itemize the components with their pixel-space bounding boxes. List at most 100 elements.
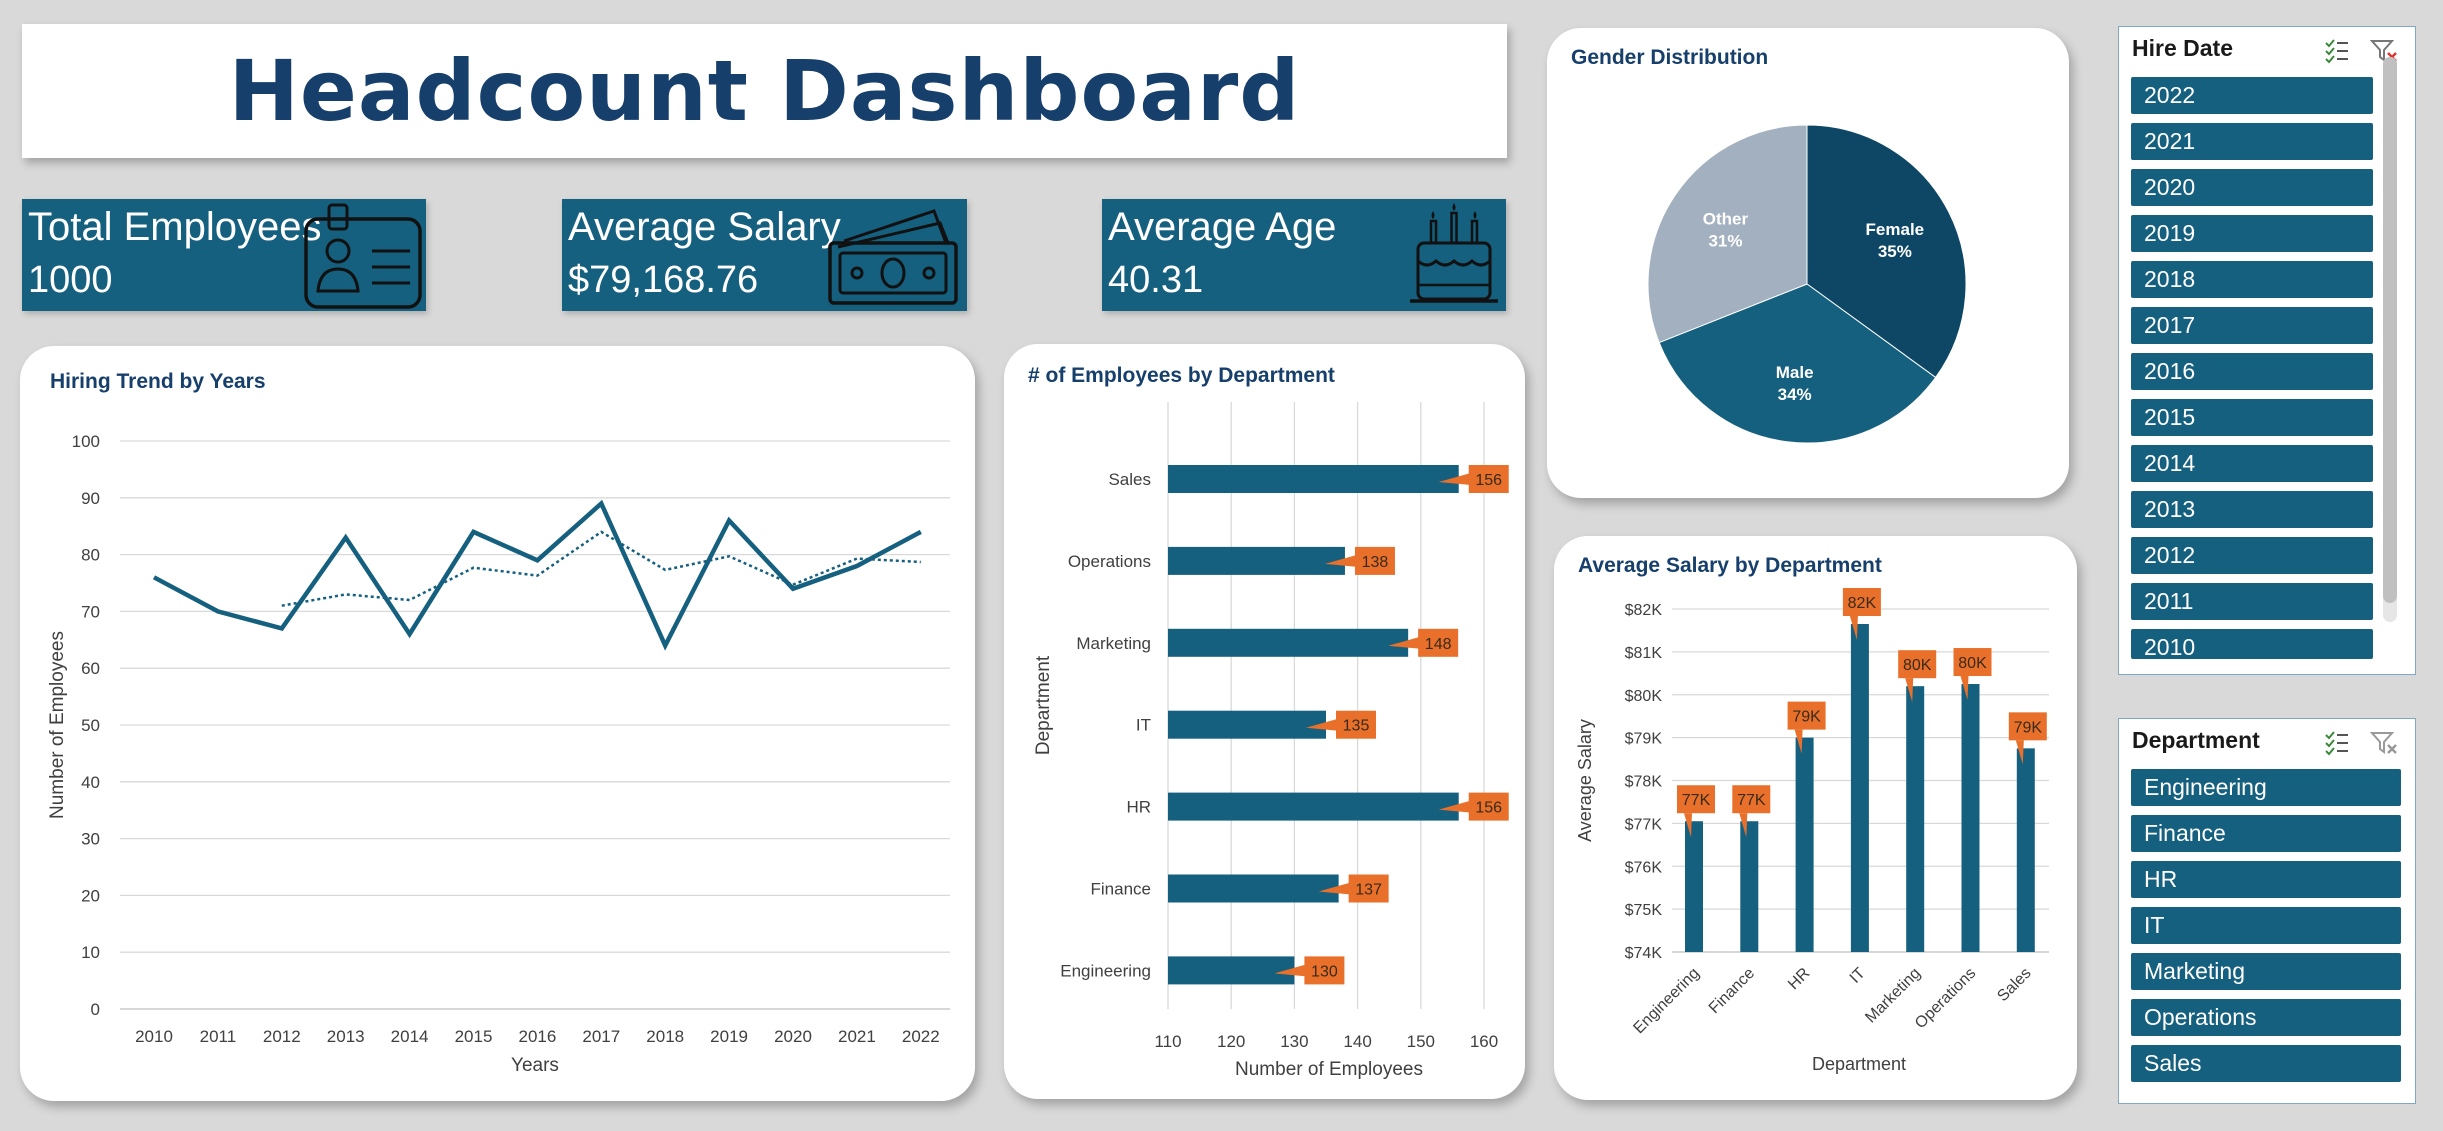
x-tick-label: 2021 <box>838 1027 876 1046</box>
x-tick-label: 2017 <box>582 1027 620 1046</box>
data-label-box <box>1468 792 1509 821</box>
hiring-trend-chart: 0 10 20 30 40 50 60 70 80 90 100 2010 2011 2012 2013 20… <box>47 432 950 1076</box>
y-tick-label: $80K <box>1625 688 1663 705</box>
x-tick-label: HR <box>1785 965 1813 993</box>
y-tick-label: 10 <box>81 943 100 962</box>
y-tick-label: Finance <box>1091 880 1151 899</box>
pie-slice <box>1647 124 1808 344</box>
chart-title: Gender Distribution <box>1571 46 1769 69</box>
y-axis-label: Department <box>1033 655 1054 755</box>
bar <box>1795 737 1814 952</box>
employees-by-department-chart: 110 120 130 140 150 160 Number of Employees Dep… <box>1033 402 1509 1080</box>
data-label-box <box>1468 465 1509 493</box>
y-axis-label: Number of Employees <box>47 631 68 819</box>
y-tick-label: 70 <box>81 602 100 621</box>
y-tick-label: Operations <box>1068 552 1151 571</box>
y-tick-label: 100 <box>72 432 100 451</box>
y-tick-label: $78K <box>1625 774 1663 791</box>
slicer-item[interactable]: Marketing <box>2131 953 2401 990</box>
bar <box>1906 686 1925 952</box>
slicer-item[interactable]: 2018 <box>2131 261 2373 298</box>
x-tick-label: 110 <box>1154 1032 1181 1051</box>
slicer-item[interactable]: 2015 <box>2131 399 2373 436</box>
data-label-box <box>1787 701 1826 730</box>
slicer-header: Hire Date <box>2132 35 2233 61</box>
y-tick-label: Marketing <box>1076 634 1151 653</box>
slicer-item[interactable]: 2013 <box>2131 491 2373 528</box>
slicer-item[interactable]: 2019 <box>2131 215 2373 252</box>
y-tick-label: IT <box>1136 716 1151 735</box>
kpi-average-salary: Average Salary $79,168.76 <box>562 199 967 311</box>
x-tick-label: 2022 <box>902 1027 940 1046</box>
y-tick-label: 60 <box>81 659 100 678</box>
y-tick-label: 20 <box>81 886 100 905</box>
x-tick-label: 2020 <box>774 1027 812 1046</box>
slicer-item[interactable]: IT <box>2131 907 2401 944</box>
series-line <box>152 499 922 651</box>
data-label: 148 <box>1425 636 1452 653</box>
employees-by-department-card: # of Employees by Department 110 120 130 14… <box>1004 344 1525 1099</box>
pie-label-name: Other <box>1703 210 1749 229</box>
y-tick-label: 0 <box>91 1000 100 1019</box>
x-tick-label: 2015 <box>455 1027 493 1046</box>
slicer-item[interactable]: 2014 <box>2131 445 2373 482</box>
multi-select-icon[interactable] <box>2325 731 2348 756</box>
kpi-average-age: Average Age 40.31 <box>1102 199 1506 311</box>
data-label: 130 <box>1311 963 1338 980</box>
slicer-item[interactable]: HR <box>2131 861 2401 898</box>
data-label-box <box>1677 785 1715 814</box>
data-label: 82K <box>1848 595 1877 612</box>
slicer-item[interactable]: 2021 <box>2131 123 2373 160</box>
bar <box>1168 710 1326 739</box>
data-label-box <box>1953 648 1992 677</box>
data-label: 156 <box>1475 800 1502 817</box>
slicer-header: Department <box>2132 727 2260 753</box>
data-label-box <box>1354 546 1395 575</box>
x-tick-label: 140 <box>1343 1032 1371 1051</box>
slicer-item[interactable]: Finance <box>2131 815 2401 852</box>
data-label: 79K <box>2014 719 2043 736</box>
x-axis-label: Number of Employees <box>1235 1059 1423 1080</box>
pie-label-percent: 34% <box>1778 385 1812 404</box>
x-tick-label: 130 <box>1280 1032 1308 1051</box>
bar <box>1168 465 1459 493</box>
slicer-item[interactable]: Operations <box>2131 999 2401 1036</box>
bar <box>1168 546 1345 575</box>
scrollbar-thumb[interactable] <box>2383 57 2397 603</box>
kpi-label: Total Employees <box>28 205 322 249</box>
slicer-item[interactable]: 2020 <box>2131 169 2373 206</box>
y-tick-label: Engineering <box>1060 961 1151 980</box>
slicer-item[interactable]: 2011 <box>2131 583 2373 620</box>
slicer-item[interactable]: 2012 <box>2131 537 2373 574</box>
slicer-item[interactable]: 2010 <box>2131 629 2373 659</box>
salary-by-department-card: Average Salary by Department $74K $75K $76… <box>1554 536 2077 1100</box>
y-tick-label: 80 <box>81 546 100 565</box>
data-label: 79K <box>1792 709 1821 726</box>
slicer-item[interactable]: 2016 <box>2131 353 2373 390</box>
data-label-pointer <box>1960 676 1969 701</box>
data-label-box <box>1732 785 1771 814</box>
data-label-pointer <box>1849 616 1858 641</box>
y-tick-label: $82K <box>1625 602 1663 619</box>
y-axis-label: Average Salary <box>1575 719 1595 842</box>
data-label-box <box>1898 650 1937 679</box>
hire-date-slicer: Hire Date 2022 2021 2020 2019 2018 2017 2016 20… <box>2118 26 2416 675</box>
data-label: 156 <box>1475 472 1502 489</box>
chart-title: Hiring Trend by Years <box>50 370 266 393</box>
pie-slice <box>1658 283 1937 444</box>
x-tick-label: 150 <box>1407 1032 1435 1051</box>
pie-label-percent: 35% <box>1878 242 1912 261</box>
bar <box>1168 874 1339 903</box>
scrollbar[interactable] <box>2383 57 2397 622</box>
slicer-item[interactable]: 2017 <box>2131 307 2373 344</box>
kpi-value: $79,168.76 <box>568 259 759 301</box>
slicer-item[interactable]: 2022 <box>2131 77 2373 114</box>
x-tick-label: 2013 <box>327 1027 365 1046</box>
slicer-item[interactable]: Sales <box>2131 1045 2401 1082</box>
data-label-pointer <box>1684 813 1692 838</box>
x-tick-label: 2011 <box>200 1027 237 1046</box>
clear-filter-icon[interactable] <box>2369 732 2397 754</box>
slicer-item[interactable]: Engineering <box>2131 769 2401 806</box>
kpi-value: 40.31 <box>1108 259 1204 301</box>
multi-select-icon[interactable] <box>2325 39 2348 64</box>
